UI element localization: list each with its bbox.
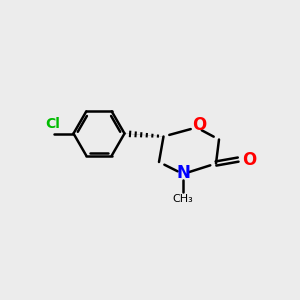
Text: Cl: Cl — [45, 117, 60, 131]
Text: N: N — [176, 164, 190, 182]
Text: O: O — [242, 151, 256, 169]
Text: O: O — [192, 116, 207, 134]
Text: CH₃: CH₃ — [172, 194, 194, 204]
